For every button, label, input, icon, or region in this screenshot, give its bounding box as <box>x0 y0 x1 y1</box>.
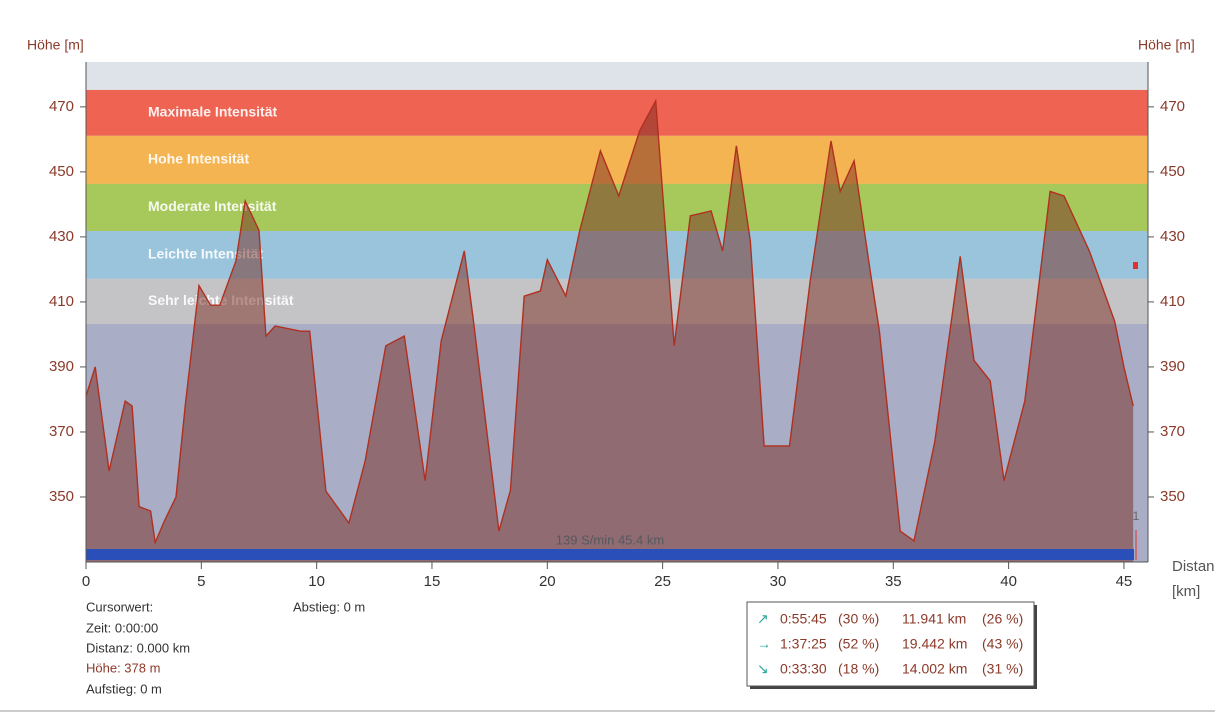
y-tick-label-right: 350 <box>1160 488 1185 505</box>
zone-label: Hohe Intensität <box>148 151 249 167</box>
y-label-right: Höhe [m] <box>1138 37 1195 53</box>
x-tick-label: 20 <box>539 573 556 590</box>
cursor-hoehe: Höhe: 378 m <box>86 660 160 675</box>
x-tick-label: 0 <box>82 573 90 590</box>
cadence-bar <box>86 549 1134 560</box>
y-tick-label-right: 410 <box>1160 293 1185 310</box>
y-tick-label-right: 450 <box>1160 163 1185 180</box>
cursor-abstieg: Abstieg: 0 m <box>293 599 365 614</box>
stats-icon: ↘ <box>757 661 769 677</box>
y-tick-label-right: 390 <box>1160 358 1185 375</box>
stats-time-pct: (18 %) <box>838 661 879 677</box>
x-tick-label: 10 <box>308 573 325 590</box>
x-unit: [km] <box>1172 583 1200 600</box>
y-tick-label: 410 <box>49 293 74 310</box>
x-tick-label: 5 <box>197 573 205 590</box>
profile-line <box>85 98 1134 546</box>
y-tick-label: 350 <box>49 488 74 505</box>
stats-box <box>746 601 1035 687</box>
bar-label: 139 S/min 45.4 km <box>556 532 664 547</box>
stats-time-pct: (30 %) <box>838 611 879 627</box>
stats-time: 1:37:25 <box>780 636 827 652</box>
stats-dist-pct: (31 %) <box>982 661 1023 677</box>
x-label: Distanz <box>1172 558 1215 575</box>
zone-band <box>86 89 1148 136</box>
stats-dist-pct: (26 %) <box>982 611 1023 627</box>
stats-dist: 14.002 km <box>902 661 967 677</box>
x-tick-label: 25 <box>654 573 671 590</box>
marker <box>1133 262 1138 269</box>
stats-time: 0:55:45 <box>780 611 827 627</box>
y-tick-label: 430 <box>49 228 74 245</box>
marker-label: 1 <box>1133 509 1140 523</box>
zone-label: Moderate Intensität <box>148 198 277 214</box>
y-label-left: Höhe [m] <box>27 37 84 53</box>
y-tick-label: 470 <box>49 98 74 115</box>
zone-band <box>86 135 1148 184</box>
y-tick-label-right: 430 <box>1160 228 1185 245</box>
x-tick-label: 45 <box>1116 573 1133 590</box>
y-tick-label: 450 <box>49 163 74 180</box>
x-tick-label: 15 <box>424 573 441 590</box>
y-tick-label-right: 470 <box>1160 98 1185 115</box>
zone-label: Maximale Intensität <box>148 104 277 120</box>
y-tick-label-right: 370 <box>1160 423 1185 440</box>
y-tick-label: 370 <box>49 423 74 440</box>
y-tick-label: 390 <box>49 358 74 375</box>
stats-dist: 19.442 km <box>902 636 967 652</box>
stats-dist: 11.941 km <box>902 611 966 627</box>
cursor-zeit: Zeit: 0:00:00 <box>86 620 158 635</box>
profile-area <box>86 101 1134 562</box>
x-tick-label: 30 <box>770 573 787 590</box>
stats-icon: → <box>757 636 771 652</box>
cursor-aufstieg: Aufstieg: 0 m <box>86 681 162 696</box>
stats-icon: ↗ <box>757 611 769 627</box>
cursor-title: Cursorwert: <box>86 599 153 614</box>
x-tick-label: 40 <box>1000 573 1017 590</box>
zone-label: Leichte Intensität <box>148 246 263 262</box>
cursor-distanz: Distanz: 0.000 km <box>86 640 190 655</box>
stats-dist-pct: (43 %) <box>982 636 1023 652</box>
x-tick-label: 35 <box>885 573 902 590</box>
stats-time-pct: (52 %) <box>838 636 879 652</box>
stats-time: 0:33:30 <box>780 661 827 677</box>
